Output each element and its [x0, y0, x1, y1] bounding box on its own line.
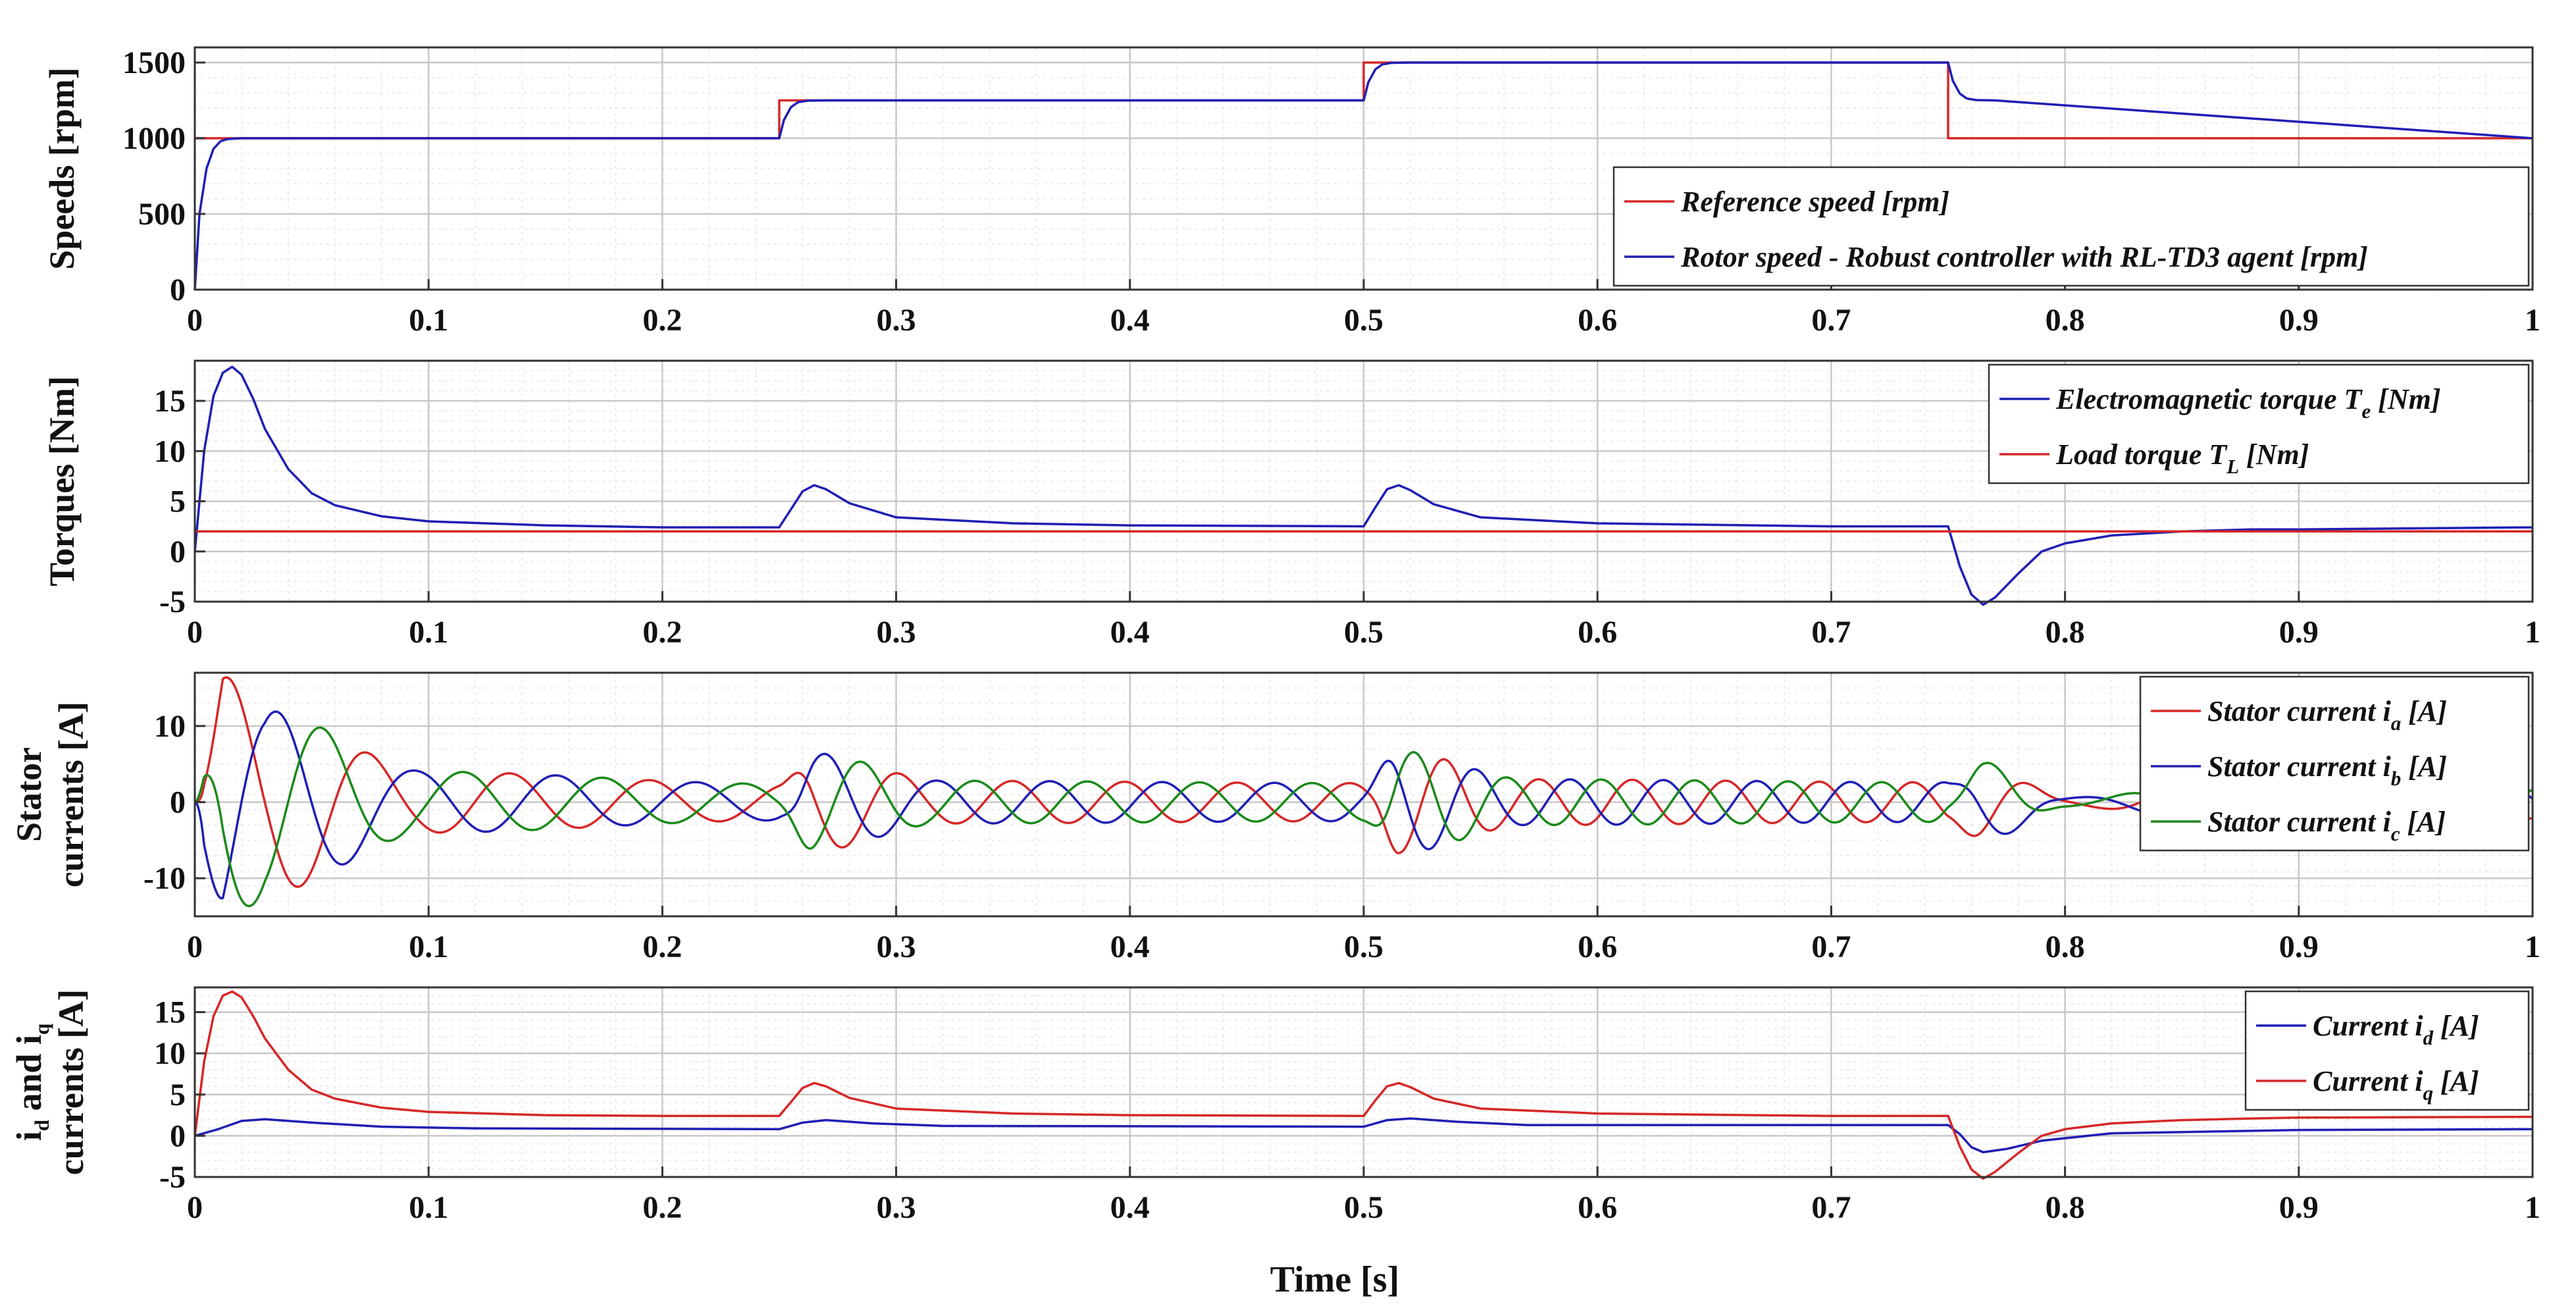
y-tick-label: 1500: [122, 45, 186, 80]
x-tick-label: 0: [187, 303, 203, 338]
x-tick-label: 0.8: [2046, 303, 2085, 338]
y-tick-label: 500: [138, 197, 186, 232]
x-tick-label: 0.2: [642, 615, 682, 650]
legend-entry: Rotor speed - Robust controller with RL-…: [1680, 241, 2368, 273]
legend: Current id [A] Current iq [A]: [2244, 990, 2530, 1111]
series-line-dq-0: [194, 1117, 2533, 1154]
legend-entry: Stator current ic [A]: [2207, 806, 2446, 845]
x-tick-label: 1: [2525, 303, 2540, 338]
series-line-dq-1: [193, 990, 2533, 1180]
legend-entry: Stator current ib [A]: [2207, 750, 2447, 790]
y-tick-label: 5: [170, 484, 186, 519]
legend-entry: Current iq [A]: [2313, 1065, 2479, 1105]
y-tick-label: 0: [170, 273, 186, 307]
legend-entry: Stator current ia [A]: [2207, 695, 2447, 735]
series-line-torques-0: [193, 365, 2533, 606]
x-axis-label: Time [s]: [1270, 1259, 1400, 1300]
x-tick-label: 0.1: [409, 1190, 448, 1225]
series-line-speeds-1: [193, 61, 2533, 290]
x-tick-label: 0.4: [1110, 303, 1150, 338]
y-tick-label: 5: [170, 1078, 186, 1112]
x-tick-label: 0.9: [2279, 1190, 2319, 1225]
x-tick-label: 0.9: [2279, 929, 2319, 964]
x-tick-label: 0.3: [877, 615, 916, 650]
legend: Reference speed [rpm] Rotor speed - Robus…: [1612, 166, 2530, 287]
x-tick-label: 0.1: [409, 929, 448, 964]
x-tick-label: 0.6: [1578, 615, 1617, 650]
legend-entry: Load torque TL [Nm]: [2055, 438, 2309, 478]
y-tick-label: 10: [154, 709, 186, 744]
x-tick-label: 0.2: [642, 303, 682, 338]
legend-entry: Current id [A]: [2313, 1010, 2479, 1049]
y-tick-label: 0: [170, 535, 186, 569]
y-tick-label: 1000: [122, 121, 186, 156]
y-tick-label: 10: [154, 1036, 186, 1071]
x-tick-label: 0.3: [877, 929, 916, 964]
y-tick-label: 0: [170, 1118, 186, 1153]
y-axis-label: currents [A]: [51, 702, 91, 887]
x-tick-label: 0.7: [1811, 1190, 1851, 1225]
y-tick-label: -5: [159, 585, 186, 619]
x-tick-label: 0.4: [1110, 615, 1150, 650]
legend-box: [2244, 990, 2530, 1111]
y-tick-label: 0: [170, 785, 186, 820]
y-tick-label: 15: [154, 384, 186, 419]
y-tick-label: 15: [154, 995, 186, 1030]
x-tick-label: 0.5: [1344, 929, 1383, 964]
x-tick-label: 0.2: [642, 1190, 682, 1225]
y-axis-label: Stator: [9, 747, 49, 842]
x-tick-label: 0.8: [2046, 1190, 2085, 1225]
x-tick-label: 0.9: [2279, 303, 2319, 338]
x-tick-label: 0.6: [1578, 303, 1617, 338]
x-tick-label: 0.8: [2046, 615, 2085, 650]
legend-box: [1612, 166, 2530, 287]
x-tick-label: 0.5: [1344, 615, 1383, 650]
legend-box: [1988, 363, 2530, 484]
x-tick-label: 1: [2525, 1190, 2540, 1225]
x-tick-label: 0.2: [642, 929, 682, 964]
y-tick-label: -10: [143, 861, 186, 896]
x-tick-label: 0.6: [1578, 1190, 1617, 1225]
x-tick-label: 0.5: [1344, 303, 1383, 338]
panel-speeds: 0 500 1000 1500 0 0.1 0.2 0.3 0.4 0.5 0.6 0.7 0.8 0.9…: [42, 45, 2540, 338]
x-tick-label: 0.4: [1110, 1190, 1150, 1225]
legend: Electromagnetic torque Te [Nm] Load torqu…: [1988, 363, 2530, 484]
y-axis-label: id and iq: [9, 1024, 53, 1141]
x-tick-label: 1: [2525, 929, 2540, 964]
x-tick-label: 0: [187, 929, 203, 964]
x-tick-label: 0.7: [1811, 929, 1851, 964]
series-line-speeds-0: [195, 61, 2533, 140]
y-tick-label: 10: [154, 434, 186, 469]
x-tick-label: 0.5: [1344, 1190, 1383, 1225]
x-tick-label: 0.7: [1811, 615, 1851, 650]
x-tick-label: 1: [2525, 615, 2540, 650]
legend-box: [2139, 675, 2530, 852]
x-tick-label: 0.6: [1578, 929, 1617, 964]
legend-entry: Electromagnetic torque Te [Nm]: [2055, 383, 2440, 423]
x-tick-label: 0.1: [409, 303, 448, 338]
y-tick-label: -5: [159, 1160, 186, 1195]
x-tick-label: 0.4: [1110, 929, 1150, 964]
x-tick-label: 0.3: [877, 1190, 916, 1225]
x-tick-label: 0.8: [2046, 929, 2085, 964]
x-tick-label: 0.7: [1811, 303, 1851, 338]
y-axis-label: Speeds [rpm]: [42, 67, 82, 270]
x-tick-label: 0: [187, 615, 203, 650]
y-axis-label: Torques [Nm]: [42, 376, 82, 587]
legend-entry: Reference speed [rpm]: [1680, 186, 1949, 218]
legend: Stator current ia [A] Stator current ib […: [2139, 675, 2530, 852]
x-tick-label: 0.9: [2279, 615, 2319, 650]
x-tick-label: 0.3: [877, 303, 916, 338]
y-axis-label: currents [A]: [51, 989, 91, 1175]
x-tick-label: 0.1: [409, 615, 448, 650]
x-tick-label: 0: [187, 1190, 203, 1225]
